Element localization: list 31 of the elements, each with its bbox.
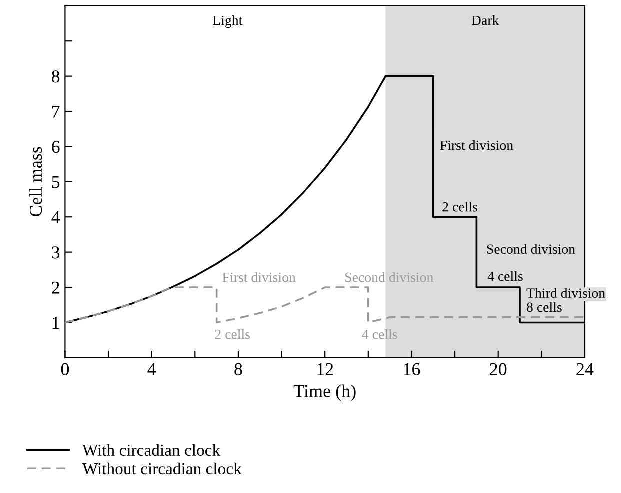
- annotation: Second division: [346, 272, 434, 282]
- legend-label: With circadian clock: [82, 444, 221, 456]
- annotation: 4 cells: [488, 271, 523, 282]
- annotation: First division: [440, 140, 514, 150]
- annotation: 8 cells: [527, 302, 562, 312]
- x-tick-label: 0: [61, 363, 70, 376]
- x-tick-label: 16: [404, 363, 420, 376]
- y-tick-label: 8: [52, 70, 60, 83]
- annotation: Second division: [487, 244, 576, 254]
- x-axis-title: Time (h): [294, 384, 356, 402]
- annotation: 4 cells: [362, 329, 398, 340]
- x-tick-label: 24: [576, 363, 594, 376]
- y-axis-title: Cell mass: [29, 147, 42, 217]
- x-tick-label: 12: [318, 363, 334, 376]
- x-tick-label: 8: [234, 363, 242, 376]
- x-tick-label: 4: [148, 363, 156, 376]
- y-tick-label: 7: [52, 106, 60, 118]
- legend-label: Without circadian clock: [82, 462, 242, 475]
- y-tick-label: 3: [52, 246, 60, 259]
- y-tick-label: 1: [52, 317, 60, 329]
- y-tick-label: 6: [52, 141, 60, 154]
- y-tick-label: 2: [52, 282, 60, 294]
- annotation: Light: [212, 15, 243, 28]
- band-label: Dark: [472, 15, 500, 26]
- x-tick-label: 20: [490, 363, 507, 376]
- y-tick-label: 4: [52, 211, 60, 224]
- annotation: 2 cells: [215, 329, 250, 340]
- annotation: Third division: [526, 288, 606, 298]
- annotation: 2 cells: [442, 202, 478, 212]
- y-tick-label: 5: [52, 176, 60, 188]
- annotation: First division: [222, 272, 296, 282]
